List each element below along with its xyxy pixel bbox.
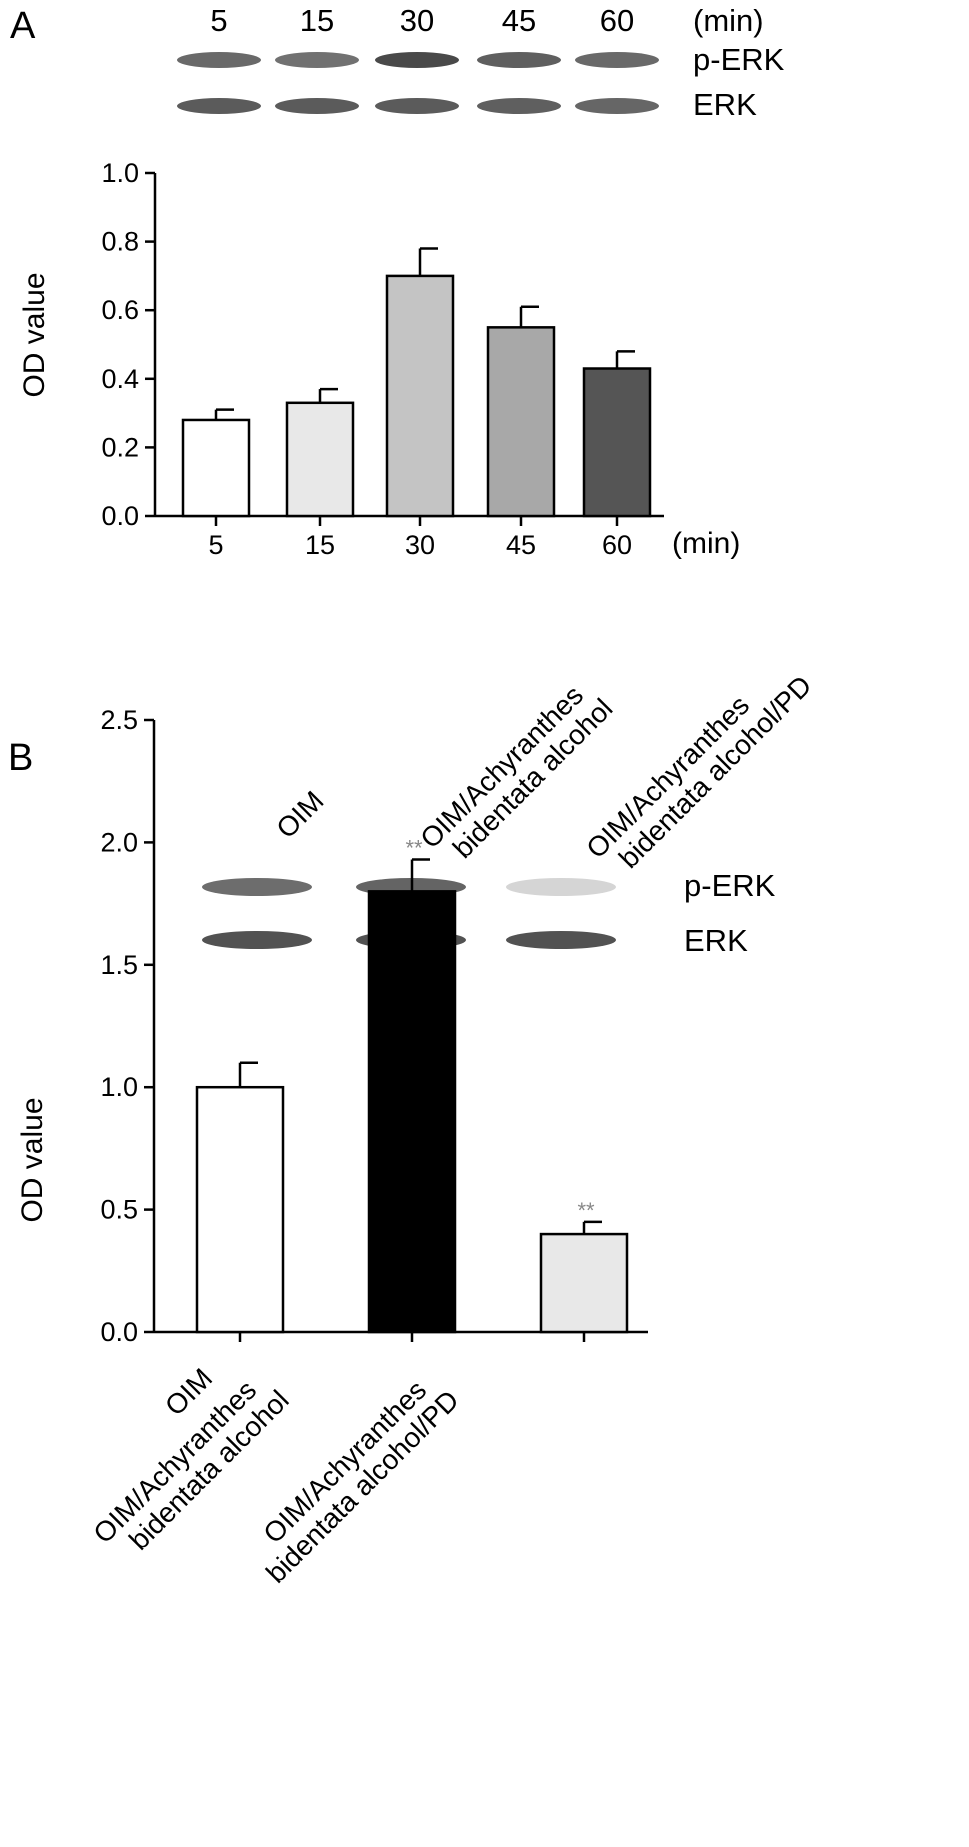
- panel-b-y-axis-title: OD value: [16, 1097, 49, 1222]
- panel-b-x-tick-label-line: bidentata alcohol/PD: [260, 1384, 465, 1589]
- panel-a-blot-lane-label: 5: [210, 3, 227, 38]
- panel-a-y-tick-label: 0.8: [101, 227, 139, 257]
- panel-a-blot-band-p-erk: [177, 52, 261, 68]
- panel-b-bar: [367, 890, 457, 1334]
- panel-b-blot-lane-label-line: OIM: [270, 785, 329, 844]
- panel-b-y-tick-label: 0.5: [100, 1195, 138, 1225]
- panel-a-blot-lane-label: 15: [300, 3, 334, 38]
- panel-b-blot-band-erk: [202, 931, 312, 949]
- panel-a-y-tick-label: 0.4: [101, 364, 139, 394]
- panel-b-blot-lane-label-line: bidentata alcohol/PD: [613, 670, 818, 875]
- panel-b-blot-lane-label: OIM/Achyranthesbidentata alcohol/PD: [580, 648, 817, 885]
- panel-a-y-axis-title: OD value: [18, 272, 51, 397]
- panel-a-blot-unit-label: (min): [693, 3, 764, 38]
- panel-a-y-tick-label: 0.6: [101, 295, 139, 325]
- panel-b-significance-label: **: [577, 1198, 595, 1223]
- panel-a-western-blot: (min) p-ERK ERK 5 15 30 45 60: [177, 3, 785, 122]
- panel-a-blot-band-erk: [575, 98, 659, 114]
- panel-a-x-tick-label: 15: [305, 530, 335, 560]
- panel-a-blot-lane-label: 45: [502, 3, 536, 38]
- panel-b-blot-row-label-erk: ERK: [684, 923, 748, 958]
- panel-a-x-tick-label: 60: [602, 530, 632, 560]
- panel-b-western-blot: p-ERK ERK OIM OIM/Achyranthesbidentata al…: [202, 648, 817, 958]
- panel-a-blot-band-erk: [375, 98, 459, 114]
- panel-b-y-tick-label: 2.0: [100, 827, 138, 857]
- panel-a-blot-band-p-erk: [575, 52, 659, 68]
- panel-a-blot-lane-label: 30: [400, 3, 434, 38]
- panel-a-x-tick-label: 30: [405, 530, 435, 560]
- panel-a-blot-lane-label: 60: [600, 3, 634, 38]
- panel-a-y-tick-label: 0.2: [101, 432, 139, 462]
- panel-b-y-tick-label: 1.5: [100, 950, 138, 980]
- panel-b-blot-band-erk: [506, 931, 616, 949]
- panel-a-bar: [285, 401, 355, 518]
- panel-b-blot-band-p-erk: [506, 878, 616, 896]
- panel-b-blot-band-p-erk: [202, 878, 312, 896]
- panel-b-letter: B: [8, 737, 33, 779]
- panel-a-x-tick-label: 45: [506, 530, 536, 560]
- panel-a-y-tick-label: 1.0: [101, 158, 139, 188]
- panel-a-x-tick-label: 5: [208, 530, 223, 560]
- panel-a-blot-band-p-erk: [275, 52, 359, 68]
- panel-b-blot-row-label-perk: p-ERK: [684, 868, 776, 903]
- panel-b-bar-chart: OD value 0.00.51.01.52.02.5****OIMOIM/Ac…: [16, 705, 648, 1589]
- panel-a-bar: [385, 274, 455, 518]
- panel-b-bar: [195, 1085, 285, 1334]
- panel-a-blot-band-p-erk: [375, 52, 459, 68]
- panel-a-bar: [582, 367, 652, 518]
- panel-a-bar-chart: OD value (min) 0.0 0.2 0.4 0.6 0.8 1.0 5 15 30 45…: [18, 158, 740, 560]
- panel-a-blot-band-erk: [177, 98, 261, 114]
- panel-b-y-tick-label: 1.0: [100, 1072, 138, 1102]
- panel-b-y-tick-label: 2.5: [100, 705, 138, 735]
- panel-a-letter: A: [10, 5, 36, 47]
- panel-a: A (min) p-ERK ERK 5 15 30 45 60 OD value (mi…: [10, 3, 785, 560]
- panel-a-blot-band-erk: [275, 98, 359, 114]
- panel-b-blot-lane-label: OIM: [270, 785, 329, 844]
- panel-a-x-unit-label: (min): [672, 527, 740, 560]
- panel-b: B p-ERK ERK OIM OIM/Achyranthesbidentata …: [8, 648, 817, 1589]
- panel-a-y-tick-label: 0.0: [101, 501, 139, 531]
- panel-b-significance-label: **: [405, 836, 423, 861]
- panel-a-blot-row-label-perk: p-ERK: [693, 42, 785, 77]
- panel-b-bar: [539, 1232, 629, 1334]
- panel-a-blot-band-erk: [477, 98, 561, 114]
- panel-a-blot-row-label-erk: ERK: [693, 87, 757, 122]
- panel-a-bar: [486, 326, 556, 518]
- panel-a-blot-band-p-erk: [477, 52, 561, 68]
- panel-b-y-tick-label: 0.0: [100, 1317, 138, 1347]
- panel-a-bar: [181, 418, 251, 518]
